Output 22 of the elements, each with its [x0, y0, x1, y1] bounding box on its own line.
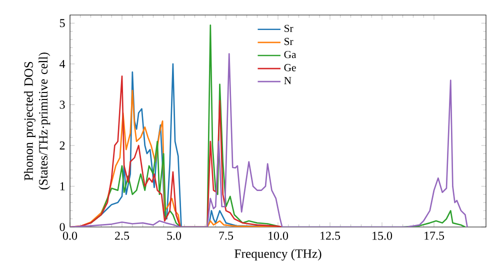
y-tick-label: 1	[60, 182, 65, 190]
legend-label: Sr	[284, 24, 294, 32]
y-tick-label: 2	[60, 141, 65, 150]
x-axis-title: Frequency (THz)	[234, 249, 322, 261]
y-tick-label: 0	[60, 222, 65, 232]
x-tick-label: 2.5	[115, 232, 130, 240]
x-tick-label: 12.5	[320, 232, 340, 240]
y-axis-title: Phonon projected DOS (States/THz·primitive cell)	[24, 52, 50, 190]
x-tick-label: 5.0	[167, 232, 182, 240]
x-tick-label: 10.0	[268, 232, 288, 240]
x-tick-label: 17.5	[424, 232, 444, 240]
x-tick-label: 0.0	[62, 232, 78, 240]
legend-label: Ge	[284, 64, 296, 72]
y-tick-label: 3	[60, 100, 65, 109]
y-tick-label: 5	[60, 19, 65, 28]
line-series	[70, 53, 468, 227]
x-tick-label: 7.5	[219, 232, 234, 240]
x-tick-label: 15.0	[372, 232, 392, 240]
legend-label: Ga	[284, 50, 296, 58]
y-tick-label: 4	[60, 60, 66, 68]
legend-label: N	[284, 77, 292, 84]
legend-label: Sr	[284, 38, 294, 46]
